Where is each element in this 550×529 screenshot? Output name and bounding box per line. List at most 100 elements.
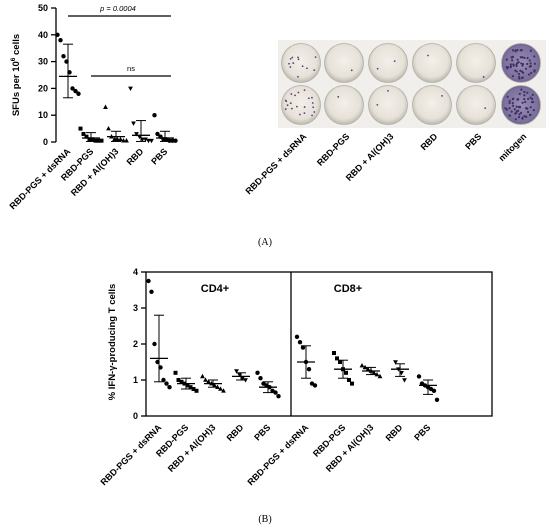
a-x-label-4: PBS	[149, 146, 169, 166]
b0-point-3-0	[234, 369, 239, 374]
well-spot	[506, 66, 509, 69]
well-spot	[292, 62, 295, 64]
well-spot	[517, 109, 520, 112]
y-axis-label-b: % IFN-γ-producing T cells	[107, 284, 118, 401]
b0-point-4-7	[276, 394, 281, 399]
well-spot	[529, 113, 532, 117]
well-spot	[511, 101, 514, 105]
b0-point-0-5	[161, 377, 166, 383]
a-point-2-7	[124, 138, 129, 143]
well-spot	[508, 101, 511, 105]
well-spot	[290, 107, 293, 110]
well-r1-c2	[368, 85, 408, 125]
y-axis-label-a: SFUs per 106 cells	[10, 34, 22, 116]
b0-point-1-2	[179, 379, 184, 384]
b1-point-3-3	[402, 378, 407, 383]
well-r1-c4	[456, 85, 496, 125]
well-r1-c1	[324, 85, 364, 125]
well-spot	[303, 112, 306, 115]
well-spot	[288, 62, 290, 65]
well-label-0: RBD-PGS + dsRNA	[244, 131, 309, 196]
well-spot	[511, 49, 515, 52]
well-spot	[516, 58, 519, 61]
well-spot	[516, 49, 519, 52]
a-point-4-0	[152, 113, 157, 118]
b0-point-2-0	[200, 373, 205, 379]
a-point-3-6	[146, 138, 151, 144]
b1-point-1-4	[344, 370, 348, 375]
a-point-0-7	[76, 91, 81, 96]
data-points-a	[55, 32, 178, 144]
well-spot	[515, 64, 518, 68]
a-point-4-1	[155, 131, 160, 137]
b0-point-0-6	[164, 381, 169, 386]
well-spot	[521, 76, 524, 79]
well-label-1: RBD-PGS	[315, 131, 351, 167]
a-point-3-0	[128, 86, 133, 91]
well-spot	[290, 93, 293, 95]
b1-point-0-4	[306, 367, 312, 372]
well-spot	[527, 110, 530, 114]
well-label-4: PBS	[463, 131, 483, 151]
well-spot	[517, 72, 521, 76]
b1-point-4-5	[431, 388, 437, 393]
well-spot	[307, 97, 310, 100]
well-r1-c5	[501, 85, 541, 125]
well-spot	[303, 106, 306, 108]
well-spot	[529, 62, 532, 65]
well-spot	[313, 111, 316, 113]
well-spot	[508, 107, 511, 110]
b0-point-4-1	[258, 376, 263, 381]
well-spot	[519, 56, 522, 59]
well-spot	[303, 89, 306, 92]
b1-point-0-2	[300, 345, 306, 350]
well-spot	[529, 96, 532, 99]
b0-point-1-1	[176, 378, 181, 382]
b0-point-1-4	[185, 383, 190, 388]
well-spot	[524, 100, 527, 104]
well-spot	[533, 55, 536, 58]
y-tick-label-b-4: 4	[133, 267, 138, 277]
well-r0-c0	[281, 43, 321, 83]
well-spot	[286, 104, 289, 107]
y-tick-label-a-0: 0	[43, 137, 48, 147]
a-point-1-4	[90, 137, 95, 142]
well-spot	[306, 67, 308, 70]
b1-point-0-6	[312, 383, 318, 388]
well-spot	[517, 105, 520, 108]
b1-x-label-3: RBD	[384, 422, 405, 443]
a-point-1-5	[93, 138, 98, 143]
b0-point-1-0	[173, 370, 178, 375]
caption-a: (A)	[258, 237, 272, 248]
b0-point-0-2	[152, 341, 157, 347]
well-spot	[506, 95, 509, 98]
b1-point-1-1	[335, 356, 339, 361]
b0-x-label-4: PBS	[252, 422, 272, 442]
well-r0-c2	[368, 43, 408, 83]
well-spot	[531, 93, 534, 96]
well-r0-c1	[324, 43, 364, 83]
well-spot	[515, 105, 518, 108]
well-spot	[312, 106, 315, 109]
well-spot	[505, 58, 508, 61]
well-spot	[532, 109, 535, 112]
well-spot	[528, 59, 531, 62]
well-spot	[518, 92, 521, 95]
well-spot	[297, 75, 299, 78]
well-spot	[508, 114, 512, 117]
a-point-2-6	[121, 138, 126, 143]
b0-point-0-7	[167, 385, 172, 390]
well-spot	[299, 113, 301, 116]
a-point-1-0	[78, 126, 83, 131]
a-point-2-0	[103, 104, 108, 109]
panel-b-dotplot: 0 1 2 3 4 % IFN-γ-producing T cells CD4+ CD8+…	[99, 267, 493, 487]
a-point-1-7	[99, 138, 104, 143]
well-label-2: RBD + Al(OH)3	[344, 131, 396, 183]
subpanel-title-0: CD4+	[201, 283, 229, 295]
well-spot	[530, 97, 534, 101]
b0-point-1-6	[191, 387, 196, 391]
ns-label: ns	[127, 64, 135, 73]
b1-x-label-4: PBS	[412, 422, 432, 442]
well-spot	[284, 108, 287, 110]
